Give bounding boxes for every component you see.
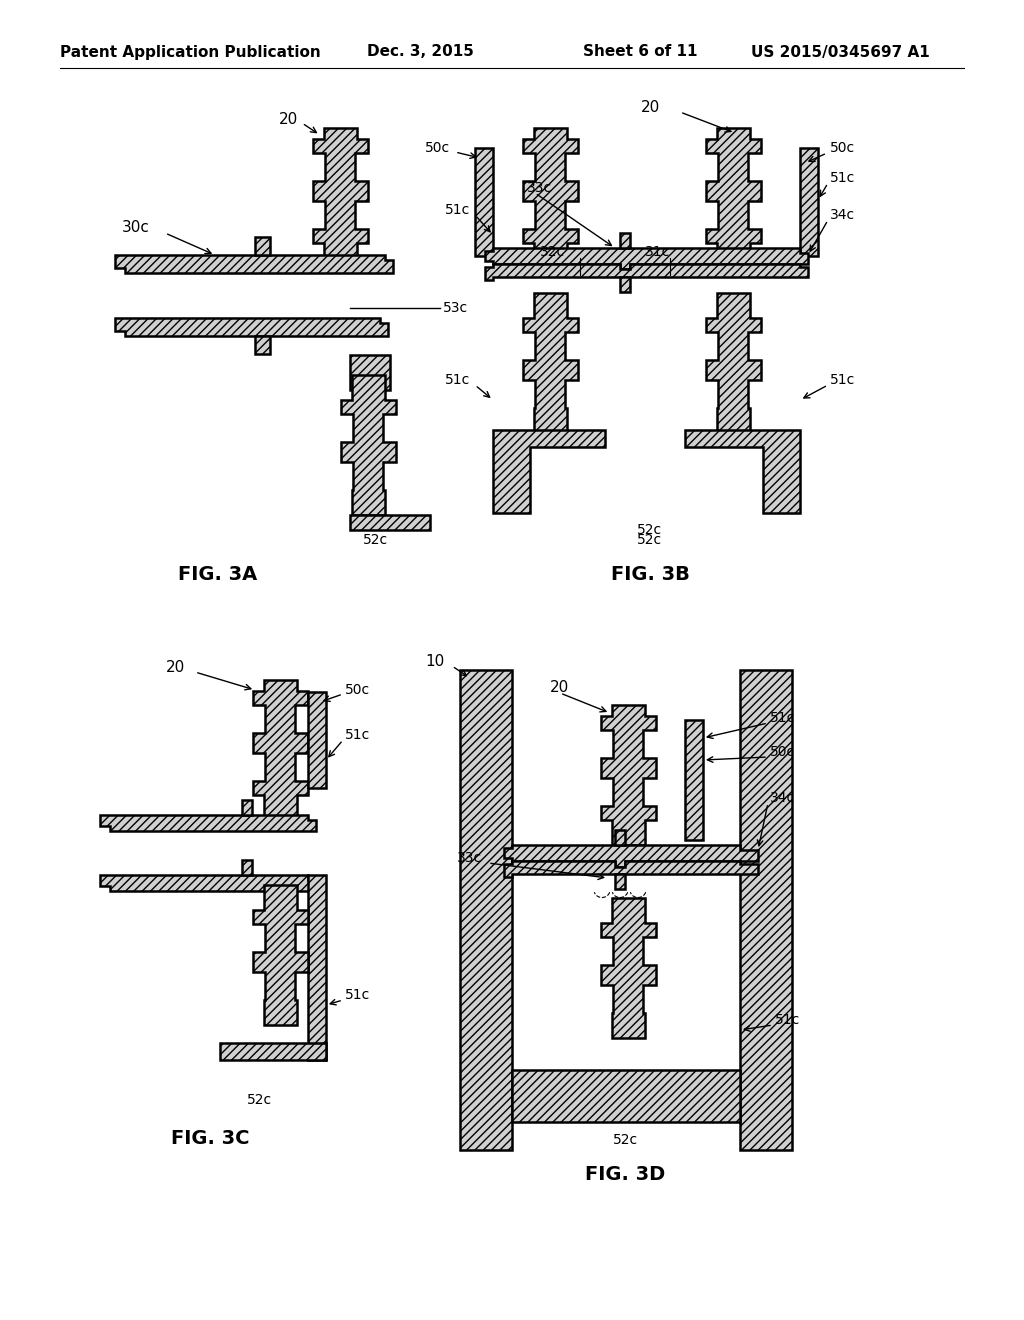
Text: 20: 20 <box>279 112 298 128</box>
Text: FIG. 3C: FIG. 3C <box>171 1129 249 1147</box>
Text: 53c: 53c <box>443 301 468 315</box>
Polygon shape <box>242 800 252 814</box>
Polygon shape <box>308 692 326 788</box>
Polygon shape <box>685 719 703 840</box>
Polygon shape <box>253 680 307 820</box>
Text: FIG. 3B: FIG. 3B <box>610 565 689 585</box>
Polygon shape <box>115 255 393 273</box>
Polygon shape <box>685 430 800 513</box>
Text: 51c: 51c <box>775 1012 800 1027</box>
Text: US 2015/0345697 A1: US 2015/0345697 A1 <box>751 45 930 59</box>
Polygon shape <box>620 277 630 292</box>
Polygon shape <box>475 148 493 256</box>
Text: 20: 20 <box>640 100 659 116</box>
Text: 51c: 51c <box>444 203 470 216</box>
Polygon shape <box>115 318 388 337</box>
Polygon shape <box>350 355 390 389</box>
Polygon shape <box>220 1043 326 1060</box>
Polygon shape <box>740 671 792 1150</box>
Polygon shape <box>504 861 758 876</box>
Text: 50c: 50c <box>425 141 450 154</box>
Text: Sheet 6 of 11: Sheet 6 of 11 <box>583 45 697 59</box>
Text: 50c: 50c <box>830 141 855 154</box>
Polygon shape <box>253 884 307 1026</box>
Polygon shape <box>100 875 316 891</box>
Polygon shape <box>620 234 630 248</box>
Text: 52c: 52c <box>248 1093 272 1107</box>
Text: 33c: 33c <box>527 181 552 195</box>
Polygon shape <box>522 128 578 268</box>
Text: 31c: 31c <box>645 246 671 259</box>
Text: 51c: 51c <box>444 374 470 387</box>
Polygon shape <box>615 874 625 888</box>
Polygon shape <box>255 238 270 255</box>
Text: 51c: 51c <box>345 729 371 742</box>
Polygon shape <box>242 861 252 875</box>
Polygon shape <box>308 875 326 1060</box>
Polygon shape <box>255 337 270 354</box>
Polygon shape <box>522 293 578 433</box>
Text: 50c: 50c <box>770 744 795 759</box>
Polygon shape <box>485 264 808 280</box>
Polygon shape <box>493 430 605 513</box>
Polygon shape <box>600 898 655 1038</box>
Text: 52c: 52c <box>637 533 663 546</box>
Text: Patent Application Publication: Patent Application Publication <box>59 45 321 59</box>
Text: 20: 20 <box>550 681 569 696</box>
Text: 52c: 52c <box>362 533 387 546</box>
Polygon shape <box>485 248 808 269</box>
Text: 32c: 32c <box>540 246 565 259</box>
Polygon shape <box>706 293 761 433</box>
Text: FIG. 3D: FIG. 3D <box>585 1166 666 1184</box>
Polygon shape <box>350 515 430 531</box>
Text: 51c: 51c <box>770 711 796 725</box>
Text: 52c: 52c <box>612 1133 638 1147</box>
Polygon shape <box>706 128 761 268</box>
Text: 50c: 50c <box>345 682 370 697</box>
Polygon shape <box>100 814 316 832</box>
Text: Dec. 3, 2015: Dec. 3, 2015 <box>367 45 473 59</box>
Polygon shape <box>615 830 625 845</box>
Polygon shape <box>800 148 818 256</box>
Polygon shape <box>504 845 758 867</box>
Polygon shape <box>460 671 512 1150</box>
Text: FIG. 3A: FIG. 3A <box>178 565 258 585</box>
Polygon shape <box>512 1071 740 1122</box>
Text: 51c: 51c <box>345 987 371 1002</box>
Text: 34c: 34c <box>830 209 855 222</box>
Text: 10: 10 <box>426 655 445 669</box>
Text: 51c: 51c <box>830 172 855 185</box>
Polygon shape <box>312 128 368 268</box>
Text: 33c: 33c <box>457 851 482 865</box>
Text: 52c: 52c <box>637 523 663 537</box>
Text: 51c: 51c <box>830 374 855 387</box>
Polygon shape <box>600 705 655 845</box>
Text: 20: 20 <box>166 660 185 676</box>
Text: 34c: 34c <box>770 791 795 805</box>
Polygon shape <box>341 375 395 515</box>
Text: 30c: 30c <box>122 220 150 235</box>
